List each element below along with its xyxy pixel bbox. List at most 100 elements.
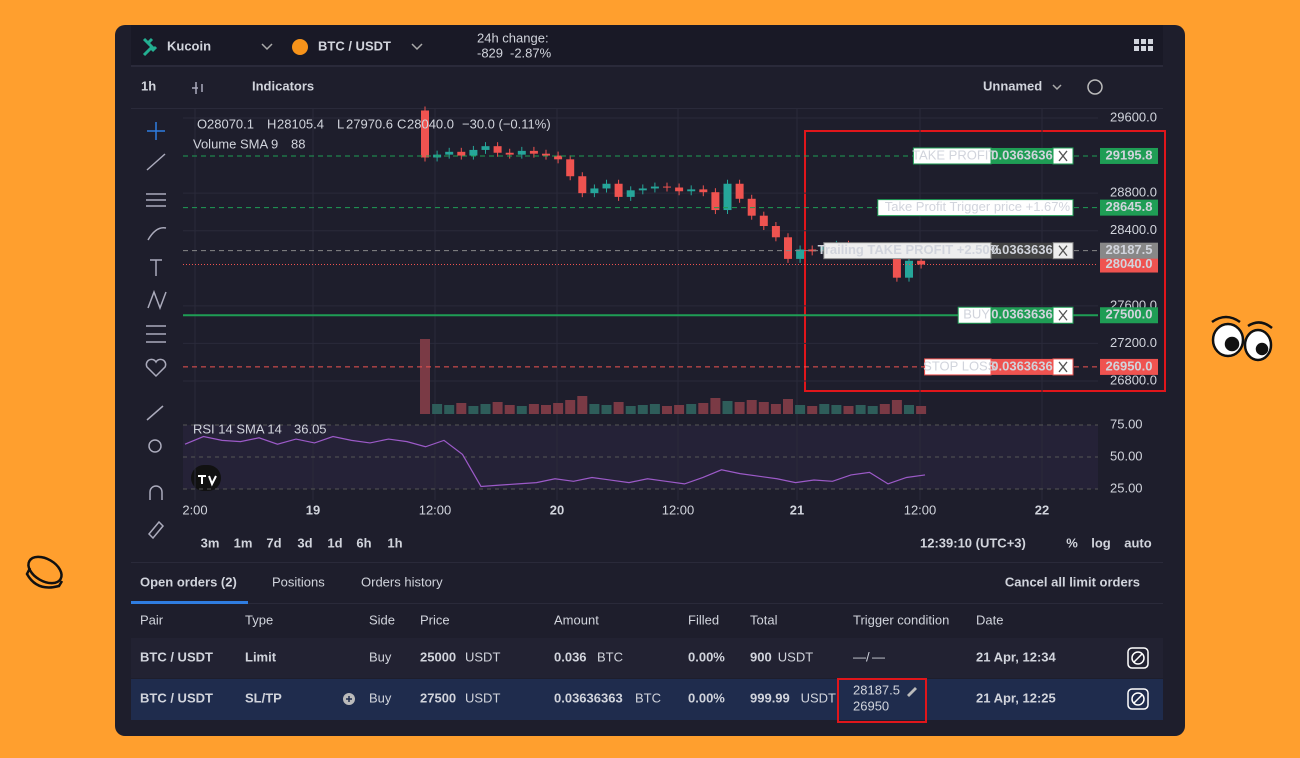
settings-icon[interactable] [1087, 79, 1103, 95]
candle [771, 226, 780, 238]
cancel-icon [1131, 651, 1145, 665]
y-tick-label: 27200.0 [1110, 335, 1157, 350]
candle [699, 189, 708, 193]
range-button[interactable]: 7d [266, 535, 281, 550]
volume-bar [516, 406, 527, 414]
volume-bar [492, 402, 503, 414]
volume-bar [710, 398, 721, 414]
divider [131, 65, 1163, 67]
ohlc-h-label: H [267, 116, 276, 131]
candle [759, 215, 768, 227]
interval[interactable]: 1h [141, 78, 156, 93]
candle [505, 152, 514, 155]
rsi-line [184, 435, 926, 488]
order-label: Trailing TAKE PROFIT +2.50% [818, 242, 1002, 257]
cancel-order-button[interactable] [1127, 688, 1149, 710]
order-label-box[interactable] [957, 306, 992, 324]
candle [614, 183, 623, 197]
volume-bar [589, 404, 600, 414]
scale-option[interactable]: auto [1124, 535, 1152, 550]
order-close-icon [1058, 150, 1068, 162]
price-badge-label: 28187.5 [1106, 242, 1153, 257]
cell-pair: BTC / USDT [140, 649, 213, 664]
candle [663, 186, 671, 188]
price-badge [1100, 256, 1158, 273]
volume-bar [855, 405, 866, 414]
price-badge-label: 26950.0 [1106, 358, 1153, 373]
order-close-icon [1058, 309, 1068, 321]
candle [457, 151, 466, 156]
cell-type: SL/TP [245, 690, 282, 705]
candle [445, 151, 454, 155]
volume-bar [891, 400, 902, 414]
order-qty: 0.0363636 [991, 147, 1052, 162]
active-tab-underline [131, 601, 248, 604]
volume-bar [432, 404, 443, 414]
scale-option[interactable]: log [1091, 535, 1111, 550]
volume-bar [553, 403, 564, 414]
volume-bar [601, 405, 612, 414]
volume-bar [734, 402, 745, 414]
expand-plus [346, 696, 352, 702]
edit-icon[interactable] [907, 687, 917, 697]
volume-label: Volume SMA 9 [193, 136, 278, 151]
candle [626, 190, 635, 197]
coin-doodle [25, 555, 64, 589]
btc-icon [292, 39, 308, 55]
order-qty-box [991, 358, 1053, 375]
column-header: Date [976, 612, 1003, 627]
volume-bar [746, 400, 757, 414]
order-qty-box [991, 147, 1053, 164]
ohlc-o: 28070.1 [207, 116, 254, 131]
volume-bar [843, 406, 854, 414]
order-label-box[interactable] [924, 358, 992, 376]
order-label-box[interactable] [877, 199, 1074, 217]
volume-bar [904, 405, 914, 414]
candle [687, 189, 696, 192]
cancel-all-button[interactable]: Cancel all limit orders [1005, 574, 1140, 589]
candle [711, 192, 720, 211]
ohlc-l: 27970.6 [346, 116, 393, 131]
volume-bar [577, 396, 588, 414]
layout-name[interactable]: Unnamed [983, 78, 1042, 93]
order-label: BUY [963, 307, 990, 322]
trigger-stop-loss: — [872, 649, 885, 664]
x-tick-label: 12:00 [662, 502, 695, 517]
order-label-box[interactable] [912, 147, 992, 165]
range-button[interactable]: 1d [327, 535, 342, 550]
volume-bar [541, 405, 551, 414]
candle [590, 188, 599, 194]
x-tick-label: 19 [306, 502, 320, 517]
row-bg [131, 679, 1163, 720]
range-button[interactable]: 3d [297, 535, 312, 550]
candle [566, 159, 575, 177]
candle [602, 183, 611, 189]
x-tick-label: 21 [790, 502, 804, 517]
x-tick-label: 22 [1035, 502, 1049, 517]
pair-selector[interactable]: BTC / USDT [318, 38, 391, 53]
tab[interactable]: Open orders (2) [140, 574, 237, 589]
cell-unit: USDT [778, 649, 813, 664]
volume-bar [565, 400, 576, 414]
y-tick-label: 26800.0 [1110, 372, 1157, 387]
volume-bar [649, 404, 660, 414]
tab[interactable]: Orders history [361, 574, 443, 589]
scale-option[interactable]: % [1066, 535, 1078, 550]
order-label-box[interactable] [823, 242, 992, 260]
cancel-icon-slash [1133, 653, 1143, 663]
cancel-order-button[interactable] [1127, 647, 1149, 669]
range-button[interactable]: 3m [201, 535, 220, 550]
tv-logo [191, 465, 221, 491]
cell-unit: BTC [597, 649, 623, 664]
indicators-button[interactable]: Indicators [252, 78, 314, 93]
range-button[interactable]: 1m [234, 535, 253, 550]
range-button[interactable]: 1h [387, 535, 402, 550]
candle [735, 183, 744, 199]
tab[interactable]: Positions [272, 574, 325, 589]
range-button[interactable]: 6h [356, 535, 371, 550]
volume-bar [795, 405, 806, 414]
price-badge-label: 27500.0 [1106, 307, 1153, 322]
volume-bar [625, 406, 636, 414]
